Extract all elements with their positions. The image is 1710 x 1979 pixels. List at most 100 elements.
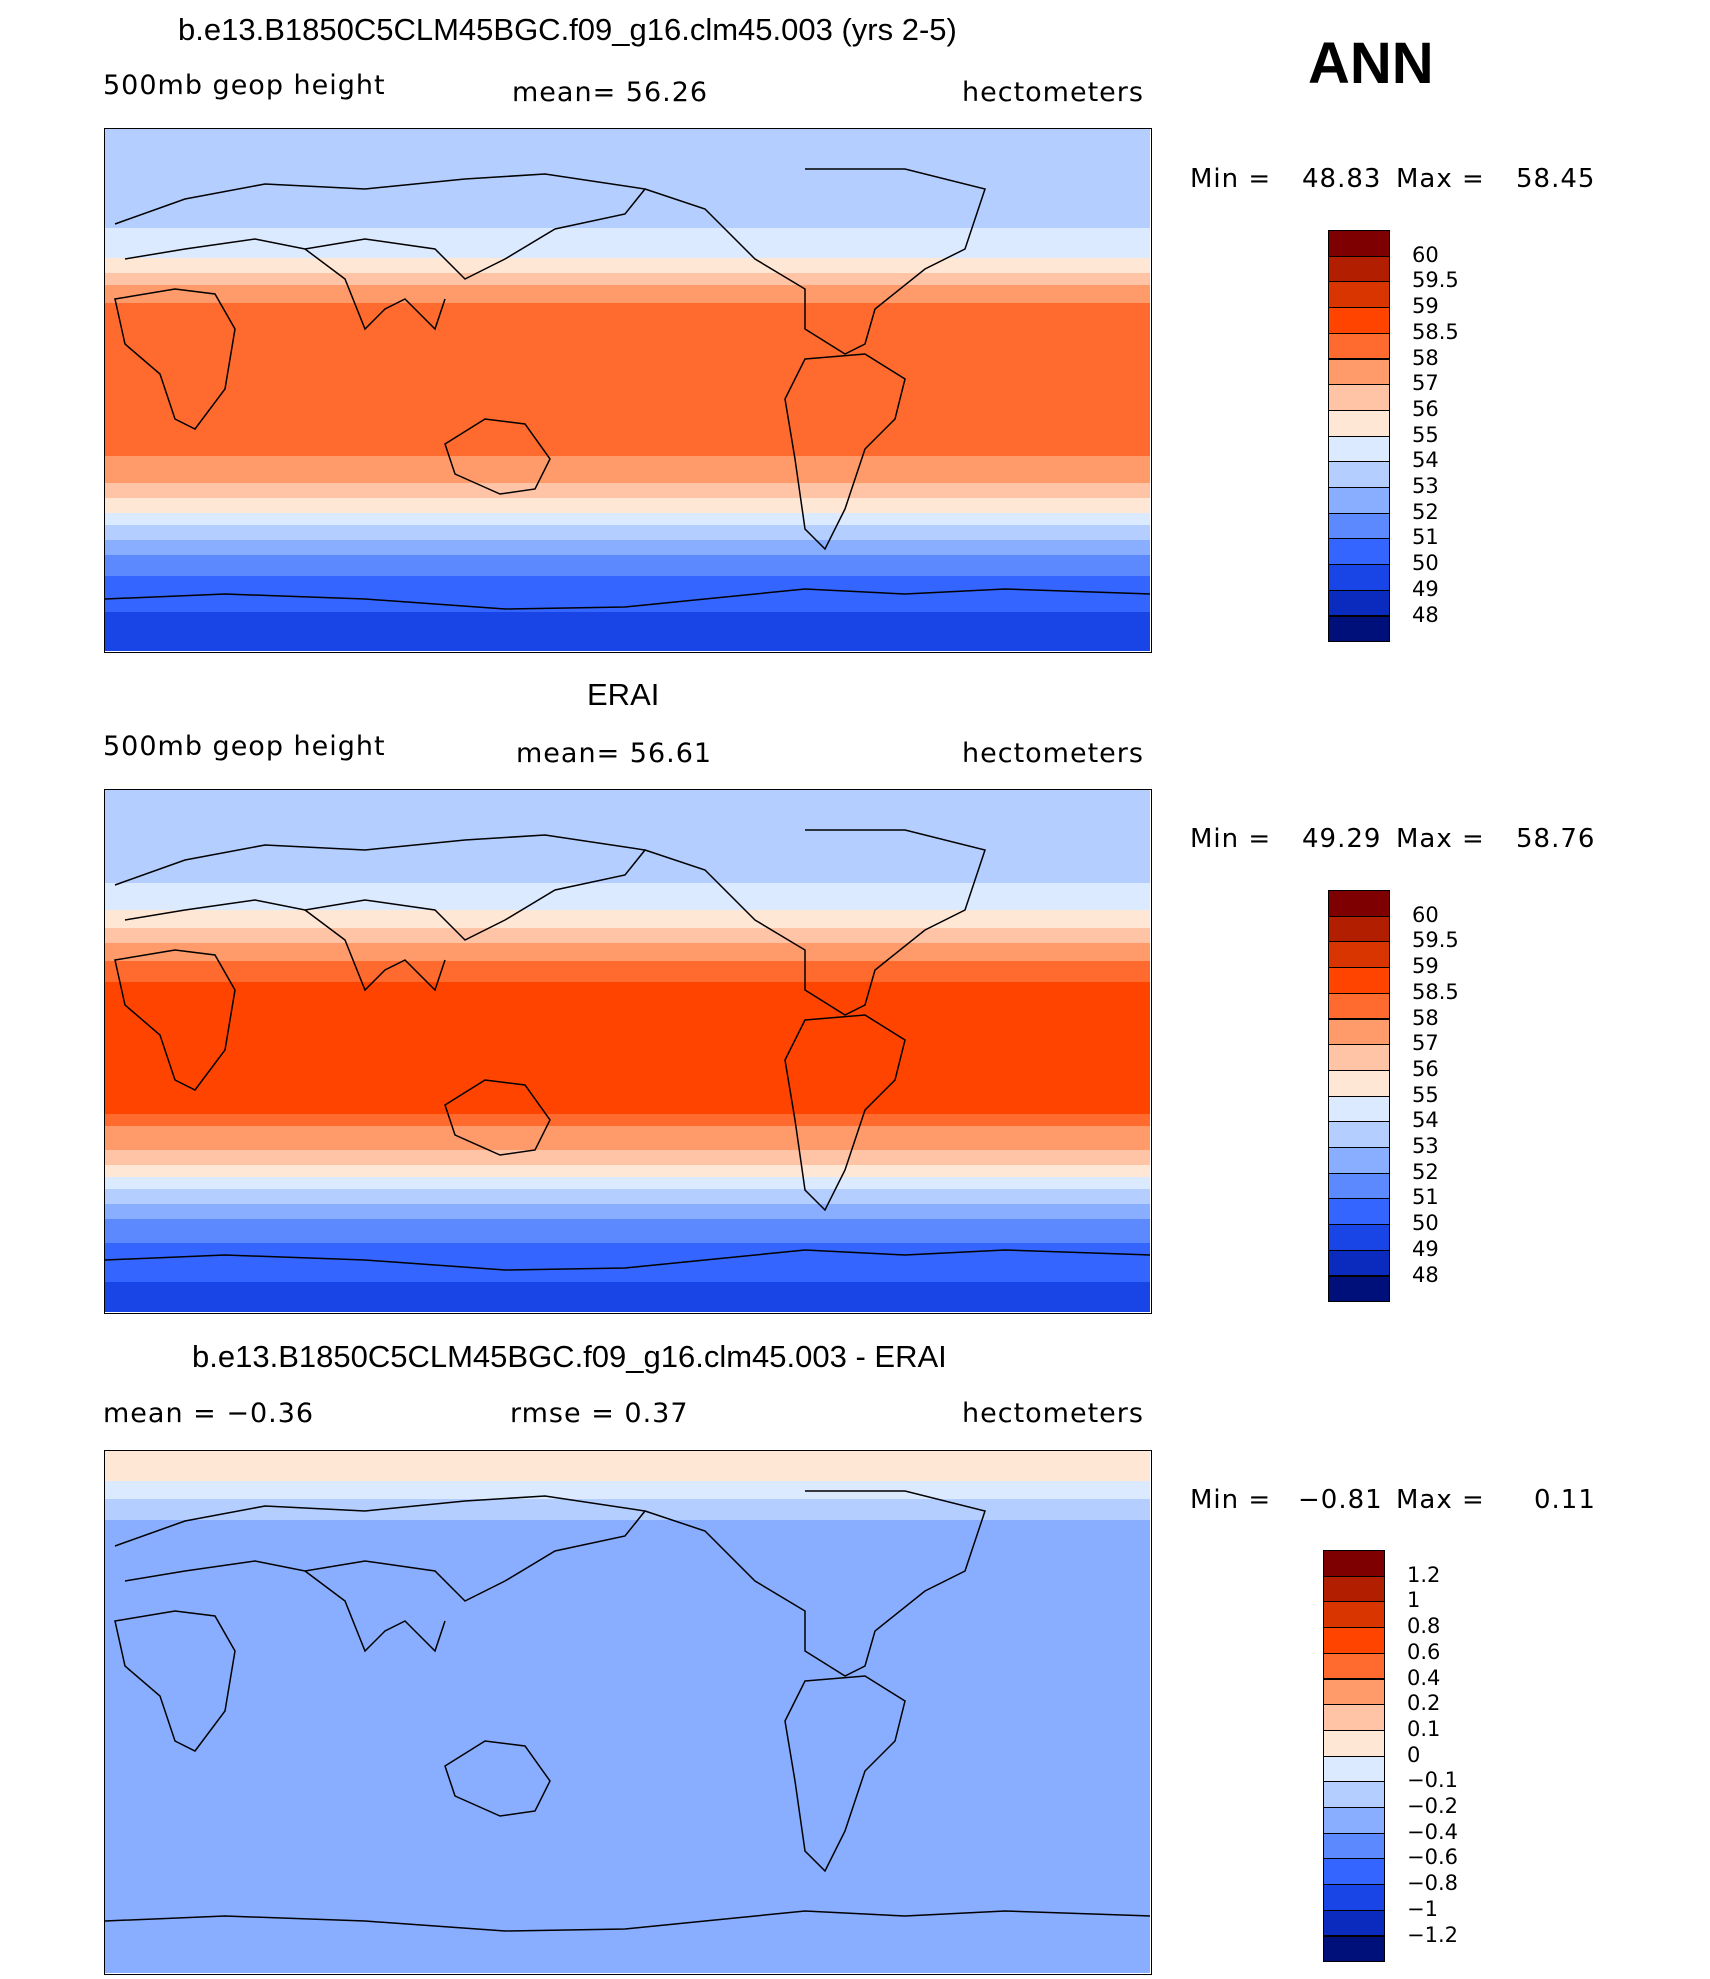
- panel1-band: [105, 462, 1150, 466]
- panel3-band: [105, 1904, 1150, 1908]
- panel1-band: [105, 477, 1150, 481]
- panel2-band: [105, 1093, 1150, 1097]
- panel3-band: [105, 1853, 1150, 1857]
- panel3-band: [105, 1466, 1150, 1470]
- panel1-band: [105, 198, 1150, 202]
- panel1-colorbar-swatch: [1328, 332, 1390, 360]
- panel2-band: [105, 964, 1150, 968]
- panel3-band: [105, 1967, 1150, 1971]
- panel1-band: [105, 540, 1150, 544]
- panel3-colorbar-swatch: [1323, 1601, 1385, 1629]
- panel1-max-value: 58.45: [1516, 164, 1596, 194]
- panel2-band: [105, 1288, 1150, 1292]
- panel3-band: [105, 1685, 1150, 1689]
- panel1-band: [105, 546, 1150, 550]
- panel3-colorbar-label: 0.8: [1407, 1614, 1441, 1639]
- panel2-band: [105, 823, 1150, 827]
- panel1-colorbar-swatch: [1328, 538, 1390, 566]
- panel1-band: [105, 267, 1150, 271]
- panel1-band: [105, 138, 1150, 142]
- panel2-band: [105, 1075, 1150, 1079]
- panel2-band: [105, 898, 1150, 902]
- panel1-band: [105, 585, 1150, 589]
- panel2-colorbar-label: 59.5: [1412, 928, 1459, 953]
- panel2-band: [105, 1123, 1150, 1127]
- panel2-colorbar-swatch: [1328, 992, 1390, 1020]
- panel1-band: [105, 243, 1150, 247]
- panel2-colorbar-label: 52: [1412, 1159, 1439, 1184]
- panel2-band: [105, 883, 1150, 887]
- panel3-band: [105, 1724, 1150, 1728]
- panel1-band: [105, 297, 1150, 301]
- panel3-band: [105, 1676, 1150, 1680]
- panel1-band: [105, 177, 1150, 181]
- panel2-band: [105, 1003, 1150, 1007]
- panel2-band: [105, 1117, 1150, 1121]
- panel2-band: [105, 1234, 1150, 1238]
- panel2-coastline: [105, 1249, 1150, 1271]
- panel1-band: [105, 345, 1150, 349]
- panel1-band: [105, 336, 1150, 340]
- panel2-band: [105, 967, 1150, 971]
- panel3-band: [105, 1667, 1150, 1671]
- panel3-coastline: [304, 1570, 446, 1653]
- panel1-coastline: [114, 288, 236, 430]
- panel3-rmse-label: rmse = 0.37: [510, 1398, 689, 1429]
- panel3-band: [105, 1871, 1150, 1875]
- panel2-band: [105, 1096, 1150, 1100]
- panel1-band: [105, 609, 1150, 613]
- panel3-band: [105, 1496, 1150, 1500]
- panel2-band: [105, 1264, 1150, 1268]
- panel1-band: [105, 426, 1150, 430]
- panel3-band: [105, 1823, 1150, 1827]
- panel3-band: [105, 1874, 1150, 1878]
- panel3-band: [105, 1949, 1150, 1953]
- panel2-band: [105, 1195, 1150, 1199]
- panel1-band: [105, 558, 1150, 562]
- panel2-colorbar-label: 57: [1412, 1031, 1439, 1056]
- panel2-band: [105, 880, 1150, 884]
- panel1-band: [105, 213, 1150, 217]
- panel1-band: [105, 351, 1150, 355]
- panel1-band: [105, 552, 1150, 556]
- panel2-band: [105, 1048, 1150, 1052]
- panel1-band: [105, 615, 1150, 619]
- panel2-band: [105, 1246, 1150, 1250]
- panel1-band: [105, 270, 1150, 274]
- panel3-coastline: [114, 1495, 647, 1602]
- panel2-band: [105, 814, 1150, 818]
- panel1-band: [105, 642, 1150, 646]
- panel3-band: [105, 1844, 1150, 1848]
- panel3-band: [105, 1916, 1150, 1920]
- panel1-band: [105, 438, 1150, 442]
- panel2-band: [105, 829, 1150, 833]
- panel2-band: [105, 1102, 1150, 1106]
- panel3-band: [105, 1622, 1150, 1626]
- panel1-band: [105, 375, 1150, 379]
- panel2-band: [105, 1078, 1150, 1082]
- panel3-band: [105, 1799, 1150, 1803]
- panel3-colorbar-swatch: [1323, 1652, 1385, 1680]
- panel3-colorbar-label: 0.1: [1407, 1716, 1441, 1741]
- panel1-left-label: 500mb geop height: [103, 70, 386, 101]
- panel2-band: [105, 1105, 1150, 1109]
- panel3-band: [105, 1892, 1150, 1896]
- panel1-band: [105, 459, 1150, 463]
- panel1-colorbar-swatch: [1328, 281, 1390, 309]
- panel3-band: [105, 1715, 1150, 1719]
- panel1-band: [105, 408, 1150, 412]
- panel2-band: [105, 1051, 1150, 1055]
- panel1-band: [105, 618, 1150, 622]
- panel2-band: [105, 1198, 1150, 1202]
- panel3-band: [105, 1610, 1150, 1614]
- panel2-band: [105, 1243, 1150, 1247]
- panel2-band: [105, 1159, 1150, 1163]
- panel1-band: [105, 390, 1150, 394]
- panel2-band: [105, 1147, 1150, 1151]
- panel2-band: [105, 1030, 1150, 1034]
- panel2-band: [105, 1294, 1150, 1298]
- panel3-band: [105, 1880, 1150, 1884]
- panel1-colorbar-label: 58.5: [1412, 319, 1459, 344]
- panel2-band: [105, 1192, 1150, 1196]
- panel1-band: [105, 255, 1150, 259]
